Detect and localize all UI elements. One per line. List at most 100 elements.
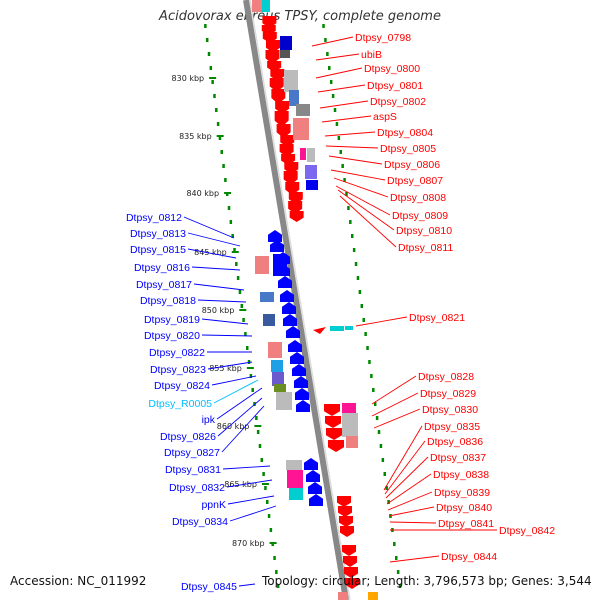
gene-label-reverse: Dtpsy_R0005 (148, 398, 212, 410)
track-dot-right (345, 192, 348, 196)
track-dot-right (364, 332, 367, 336)
leader-line (193, 283, 245, 291)
reverse-gene-arrow (286, 326, 300, 338)
gene-label-reverse: Dtpsy_0845 (181, 581, 237, 593)
forward-gene-arrow (289, 211, 304, 222)
scale-tick-label: 845 kbp (194, 248, 227, 257)
leader-line (213, 379, 259, 404)
gene-label-forward: Dtpsy_0829 (420, 388, 476, 400)
scale-tick-label: 870 kbp (232, 539, 265, 548)
gene-label-reverse: Dtpsy_0820 (144, 330, 200, 342)
track-dot-right (396, 570, 400, 574)
track-dot-left (269, 528, 273, 532)
leader-line (201, 334, 253, 337)
track-dot-left (256, 430, 260, 434)
reverse-gene-arrow (292, 364, 306, 376)
leader-line (355, 316, 408, 327)
gene-label-forward: Dtpsy_0836 (427, 436, 483, 448)
leader-line (216, 387, 263, 420)
track-dot-right (362, 318, 365, 322)
track-dot-right (381, 458, 385, 462)
gene-feature-box (263, 314, 275, 326)
gene-feature-box (345, 326, 353, 330)
forward-gene-arrow (337, 496, 351, 507)
track-dot-left (215, 108, 218, 112)
gene-label-forward: Dtpsy_0800 (364, 63, 420, 75)
reverse-gene-arrow (296, 400, 310, 412)
forward-gene-arrow (266, 40, 280, 53)
gene-label-forward: Dtpsy_0837 (430, 452, 486, 464)
gene-label-reverse: ipk (202, 414, 216, 426)
gene-feature-box (330, 326, 344, 331)
leader-line (324, 131, 376, 137)
forward-gene-arrow (288, 201, 303, 214)
gene-feature-box (273, 254, 287, 276)
gene-feature-box (346, 436, 358, 448)
scale-tick-label: 855 kbp (209, 364, 242, 373)
gene-feature-box (271, 360, 283, 372)
forward-gene-arrow (283, 171, 298, 185)
gene-label-reverse: Dtpsy_0823 (150, 364, 206, 376)
gene-feature-box (293, 118, 309, 140)
track-dot-right (324, 38, 327, 42)
gene-label-reverse: Dtpsy_0834 (172, 516, 228, 528)
forward-gene-arrow (340, 526, 354, 537)
track-dot-left (224, 178, 227, 182)
gene-label-forward: Dtpsy_0801 (367, 80, 423, 92)
track-dot-left (205, 38, 209, 42)
track-dot-right (398, 584, 402, 588)
gene-feature-box (287, 470, 303, 488)
leader-line (328, 155, 383, 165)
track-dot-left (273, 556, 276, 560)
gene-label-forward: Dtpsy_0844 (441, 551, 497, 563)
track-dot-left (242, 318, 245, 322)
track-dot-right (375, 416, 379, 420)
track-dot-left (220, 150, 223, 154)
leader-line (389, 521, 437, 524)
leader-line (371, 375, 417, 405)
track-dot-right (370, 374, 373, 378)
track-dot-right (350, 234, 354, 238)
track-dot-left (262, 472, 265, 476)
leader-line (321, 115, 372, 123)
track-dot-left (218, 136, 222, 140)
track-dot-left (251, 388, 254, 392)
leader-line (388, 506, 435, 517)
reverse-gene-arrow (309, 494, 323, 506)
reverse-gene-arrow (283, 314, 297, 326)
leader-line (319, 100, 369, 109)
track-dot-left (264, 486, 267, 490)
leader-line (238, 583, 256, 587)
leader-line (221, 405, 265, 453)
gene-feature-box (342, 413, 358, 437)
backbone-highlight (249, 0, 351, 600)
forward-gene-arrow (345, 578, 359, 589)
track-dot-left (247, 360, 251, 364)
reverse-gene-arrow (294, 376, 308, 388)
gene-label-forward: Dtpsy_0828 (418, 371, 474, 383)
gene-label-forward: Dtpsy_0808 (390, 192, 446, 204)
track-dot-left (245, 346, 249, 350)
track-dot-right (343, 178, 346, 182)
track-dot-left (260, 458, 264, 462)
gene-feature-box (284, 70, 298, 92)
forward-gene-arrow (269, 78, 284, 92)
reverse-gene-arrow (288, 340, 302, 352)
gene-feature-box (300, 148, 306, 160)
top-feature-bar (252, 0, 262, 12)
gene-label-reverse: Dtpsy_0822 (149, 347, 205, 359)
gene-label-reverse: Dtpsy_0816 (134, 262, 190, 274)
leader-line (197, 299, 247, 303)
forward-gene-arrow (265, 50, 280, 64)
gene-label-forward: Dtpsy_0802 (370, 96, 426, 108)
track-dot-right (341, 164, 344, 168)
gene-label-forward: Dtpsy_0840 (436, 502, 492, 514)
reverse-gene-arrow (306, 470, 320, 482)
gene-label-forward: Dtpsy_0804 (377, 127, 433, 139)
leader-line (386, 473, 432, 505)
gene-feature-box (268, 350, 282, 358)
gene-label-forward: aspS (373, 111, 397, 123)
track-dot-left (222, 164, 225, 168)
leader-line (315, 67, 363, 79)
gene-label-forward: Dtpsy_0821 (409, 312, 465, 324)
